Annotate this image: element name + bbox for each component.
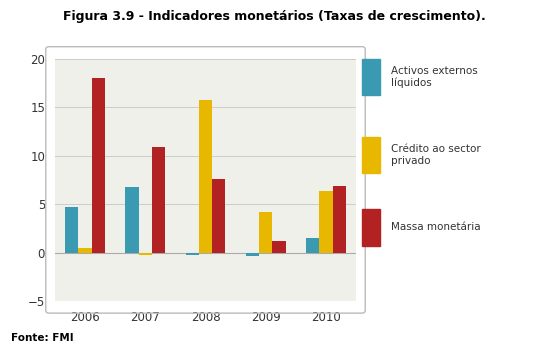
Text: Fonte: FMI: Fonte: FMI [11, 333, 73, 343]
Bar [362, 59, 380, 95]
Text: Activos externos
líquidos: Activos externos líquidos [391, 66, 477, 89]
Bar [125, 187, 139, 253]
Bar [259, 212, 272, 253]
Bar [306, 238, 319, 253]
Bar [333, 186, 346, 253]
Bar [319, 191, 333, 253]
Bar [199, 100, 212, 253]
Bar [272, 241, 286, 253]
Bar [152, 147, 165, 253]
Bar [78, 248, 92, 253]
Bar [65, 207, 78, 253]
Bar [246, 253, 259, 256]
Bar [212, 179, 225, 253]
Text: Figura 3.9 - Indicadores monetários (Taxas de crescimento).: Figura 3.9 - Indicadores monetários (Tax… [62, 10, 486, 24]
Bar [92, 78, 105, 253]
Bar [139, 253, 152, 255]
Bar [186, 253, 199, 255]
Bar [362, 137, 380, 173]
Text: Massa monetária: Massa monetária [391, 222, 480, 233]
Text: Crédito ao sector
privado: Crédito ao sector privado [391, 144, 481, 166]
Bar [362, 209, 380, 246]
